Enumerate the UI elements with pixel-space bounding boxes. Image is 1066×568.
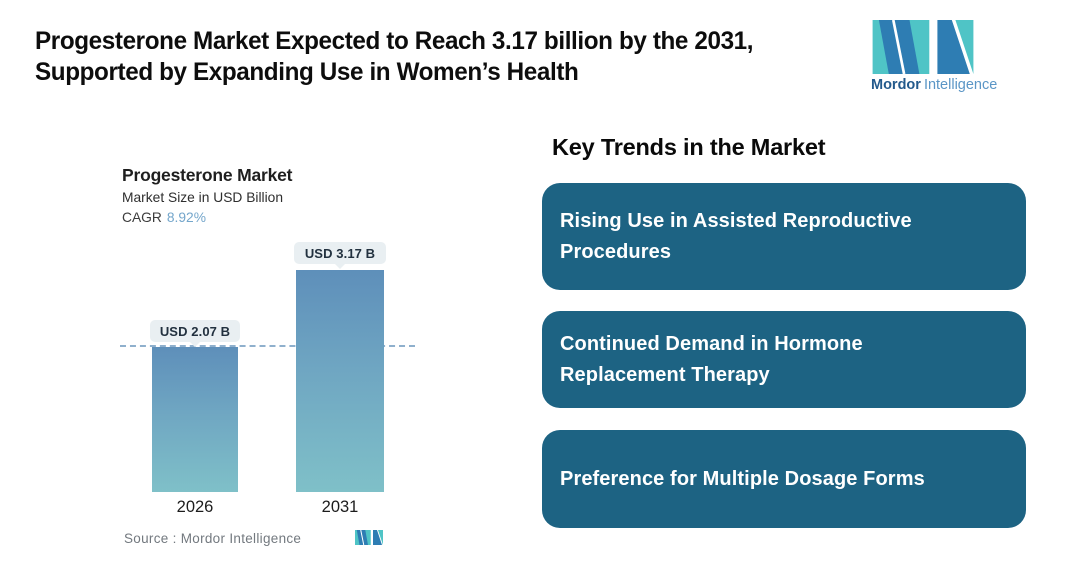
- trend-card-text: Preference for Multiple Dosage Forms: [560, 467, 925, 490]
- brand-word-bold: Mordor: [871, 77, 921, 93]
- mordor-intelligence-logo: Mordor Intelligence: [871, 20, 997, 93]
- trend-card-text: Rising Use in Assisted Reproductive: [560, 209, 912, 232]
- trends-heading: Key Trends in the Market: [552, 134, 826, 160]
- trend-card-text: Replacement Therapy: [560, 363, 770, 386]
- chart-subtitle: Market Size in USD Billion: [122, 190, 284, 205]
- cagr-value: 8.92%: [166, 210, 206, 225]
- brand-word-light: Intelligence: [923, 77, 998, 93]
- trend-card-dosage-forms: Preference for Multiple Dosage Forms: [542, 430, 1026, 528]
- source-attribution: Source : Mordor Intelligence: [124, 531, 302, 546]
- trend-card-hormone-replacement: Continued Demand in Hormone Replacement …: [542, 311, 1026, 408]
- page-title: Progesterone Market Expected to Reach 3.…: [35, 26, 821, 88]
- mordor-logo-icon: [872, 20, 974, 74]
- trend-card-text: Procedures: [560, 240, 672, 263]
- trend-card-reproductive-procedures: Rising Use in Assisted Reproductive Proc…: [542, 183, 1026, 290]
- mordor-logo-icon-small: [355, 529, 383, 546]
- bar-2026: [152, 347, 238, 492]
- bar-2031: [296, 270, 384, 492]
- x-tick-2026: 2026: [176, 498, 214, 516]
- value-label-2026: USD 2.07 B: [150, 320, 240, 347]
- value-label-2031: USD 3.17 B: [294, 242, 386, 269]
- trend-card-text: Continued Demand in Hormone: [560, 332, 863, 355]
- x-tick-2031: 2031: [321, 498, 359, 516]
- page-title-line2: Supported by Expanding Use in Women’s He…: [35, 58, 579, 86]
- page-title-line1: Progesterone Market Expected to Reach 3.…: [35, 27, 754, 55]
- cagr-label: CAGR: [122, 210, 162, 225]
- chart-title: Progesterone Market: [122, 165, 293, 185]
- chart-cagr: CAGR 8.92%: [122, 210, 206, 225]
- brand-wordmark: Mordor Intelligence: [871, 77, 997, 93]
- baseline-dashed-line: [120, 345, 415, 347]
